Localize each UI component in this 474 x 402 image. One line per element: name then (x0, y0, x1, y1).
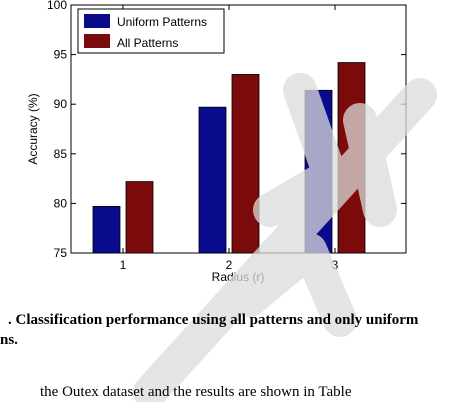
y-tick-label: 95 (54, 48, 68, 62)
y-axis-label: Accuracy (%) (26, 93, 40, 164)
figure-caption-line-1: . Classification performance using all p… (8, 312, 419, 328)
bar-all-patterns-r1 (125, 181, 154, 254)
body-text-line: the Outex dataset and the results are sh… (40, 384, 352, 400)
y-axis: 75 80 85 90 95 100 (47, 0, 406, 260)
legend-swatch-all (84, 34, 110, 48)
bar-uniform-patterns-r2 (198, 106, 227, 254)
y-tick-label: 100 (47, 0, 67, 12)
bar-uniform-patterns-r1 (92, 205, 121, 254)
figure-caption-line-2: ns. (0, 332, 18, 348)
y-tick-label: 75 (54, 246, 68, 260)
y-tick-label: 80 (54, 196, 68, 210)
x-axis: 1 2 3 (120, 5, 339, 272)
legend: Uniform Patterns All Patterns (77, 8, 225, 54)
y-tick-label: 85 (54, 147, 68, 161)
legend-label-all: All Patterns (117, 36, 178, 50)
x-tick-label: 1 (120, 258, 127, 272)
bar-all-patterns-r2 (231, 74, 260, 254)
x-tick-label: 2 (226, 258, 233, 272)
y-tick-label: 90 (54, 97, 68, 111)
legend-swatch-uniform (84, 14, 110, 28)
legend-label-uniform: Uniform Patterns (117, 15, 207, 29)
x-tick-label: 3 (332, 258, 339, 272)
